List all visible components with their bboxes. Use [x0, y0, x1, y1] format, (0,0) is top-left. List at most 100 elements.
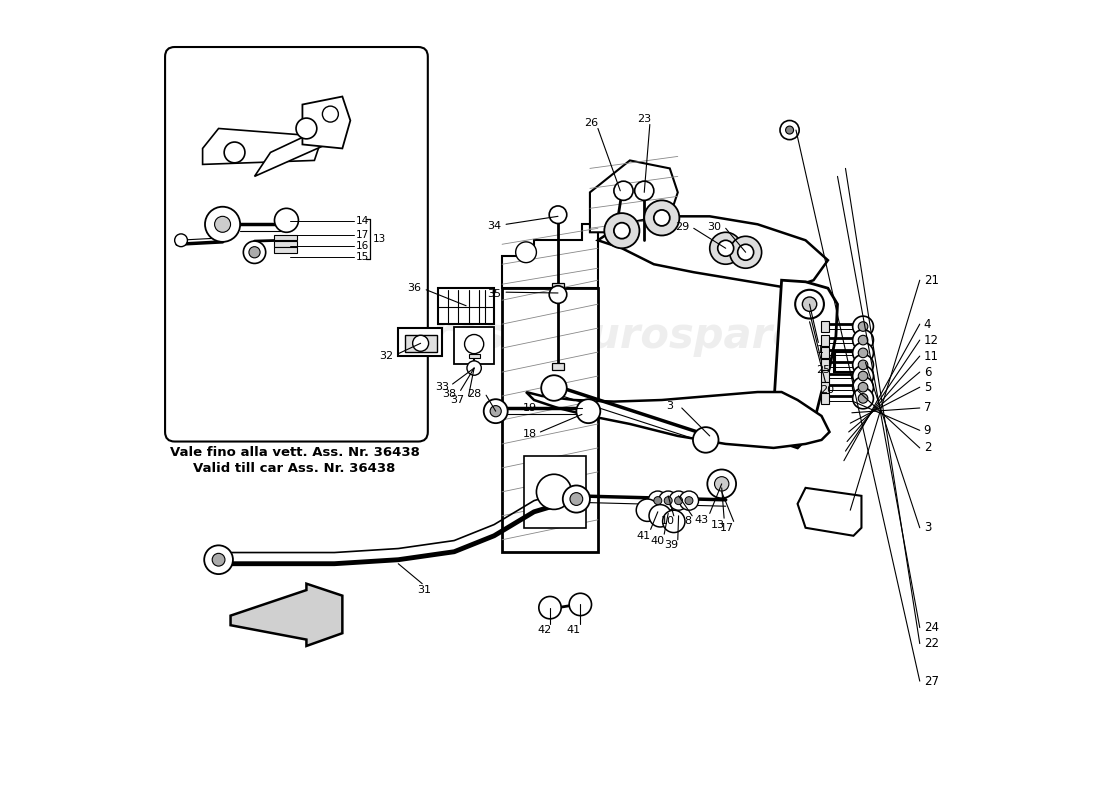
Text: 6: 6 — [924, 366, 932, 378]
Circle shape — [549, 206, 566, 223]
Text: Valid till car Ass. Nr. 36438: Valid till car Ass. Nr. 36438 — [194, 462, 396, 475]
Text: 25: 25 — [816, 365, 831, 374]
Text: 17: 17 — [720, 522, 735, 533]
Circle shape — [549, 286, 566, 303]
Circle shape — [649, 505, 671, 527]
Text: 21: 21 — [924, 274, 938, 286]
Bar — [275, 241, 297, 246]
Circle shape — [205, 206, 240, 242]
Text: eurospares: eurospares — [243, 315, 506, 357]
Text: 41: 41 — [637, 530, 650, 541]
Polygon shape — [598, 216, 828, 288]
Circle shape — [636, 499, 659, 522]
Polygon shape — [502, 288, 598, 552]
Text: 13: 13 — [711, 519, 725, 530]
Text: 39: 39 — [664, 540, 679, 550]
Circle shape — [680, 491, 698, 510]
Circle shape — [541, 375, 567, 401]
Polygon shape — [525, 456, 586, 528]
Circle shape — [243, 241, 266, 263]
Text: 19: 19 — [522, 403, 537, 413]
Text: 30: 30 — [706, 222, 721, 232]
Circle shape — [539, 597, 561, 619]
Text: 26: 26 — [584, 118, 598, 128]
Circle shape — [569, 594, 592, 616]
Bar — [834, 352, 866, 372]
Circle shape — [693, 427, 718, 453]
Text: 12: 12 — [924, 334, 938, 346]
Circle shape — [685, 497, 693, 505]
Polygon shape — [202, 129, 322, 165]
Bar — [275, 247, 297, 253]
Bar — [821, 321, 828, 332]
Polygon shape — [798, 488, 861, 536]
Circle shape — [852, 354, 873, 375]
Text: 37: 37 — [450, 395, 464, 405]
Circle shape — [669, 491, 689, 510]
Polygon shape — [454, 326, 494, 364]
Circle shape — [729, 236, 761, 268]
Text: 34: 34 — [487, 221, 502, 231]
Bar — [821, 382, 828, 393]
Text: 13: 13 — [373, 234, 386, 244]
Circle shape — [537, 474, 572, 510]
Text: 20: 20 — [821, 386, 834, 395]
Circle shape — [802, 297, 816, 311]
Bar — [405, 334, 437, 352]
Text: 15: 15 — [356, 252, 370, 262]
Text: 43: 43 — [695, 514, 708, 525]
Text: 9: 9 — [924, 424, 932, 437]
Circle shape — [576, 399, 601, 423]
Circle shape — [614, 181, 634, 200]
Circle shape — [852, 342, 873, 363]
Circle shape — [858, 322, 868, 331]
Text: 1: 1 — [816, 346, 824, 355]
Circle shape — [852, 377, 873, 398]
Text: 24: 24 — [924, 621, 938, 634]
FancyBboxPatch shape — [165, 47, 428, 442]
Circle shape — [858, 382, 868, 392]
Polygon shape — [590, 161, 678, 232]
Bar — [552, 363, 563, 370]
Polygon shape — [502, 224, 598, 288]
Polygon shape — [254, 121, 339, 176]
Bar — [552, 283, 563, 290]
Bar — [821, 347, 828, 358]
Circle shape — [563, 486, 590, 513]
Circle shape — [852, 330, 873, 350]
Text: 7: 7 — [924, 402, 932, 414]
Bar — [821, 359, 828, 370]
Polygon shape — [526, 392, 829, 448]
Polygon shape — [398, 328, 442, 356]
Text: 29: 29 — [674, 222, 689, 232]
Text: 22: 22 — [924, 637, 938, 650]
Circle shape — [249, 246, 260, 258]
Circle shape — [707, 470, 736, 498]
Text: 16: 16 — [356, 241, 370, 251]
Circle shape — [466, 361, 482, 375]
Bar — [821, 393, 828, 404]
Text: 28: 28 — [468, 389, 482, 398]
Text: 10: 10 — [661, 516, 675, 526]
Circle shape — [614, 222, 630, 238]
Text: 14: 14 — [356, 216, 370, 226]
Circle shape — [653, 497, 662, 505]
Circle shape — [491, 406, 502, 417]
Circle shape — [214, 216, 231, 232]
Bar — [469, 354, 480, 358]
Circle shape — [653, 210, 670, 226]
Text: 3: 3 — [924, 522, 931, 534]
Text: eurospares: eurospares — [562, 315, 825, 357]
Circle shape — [674, 497, 683, 505]
Circle shape — [570, 493, 583, 506]
Text: 33: 33 — [436, 382, 449, 392]
Text: 23: 23 — [637, 114, 651, 124]
Circle shape — [858, 335, 868, 345]
Bar — [821, 370, 828, 382]
Polygon shape — [231, 584, 342, 646]
Text: 3: 3 — [667, 402, 673, 411]
Circle shape — [322, 106, 339, 122]
Text: 38: 38 — [442, 389, 456, 398]
Circle shape — [852, 316, 873, 337]
Text: 32: 32 — [379, 351, 394, 361]
